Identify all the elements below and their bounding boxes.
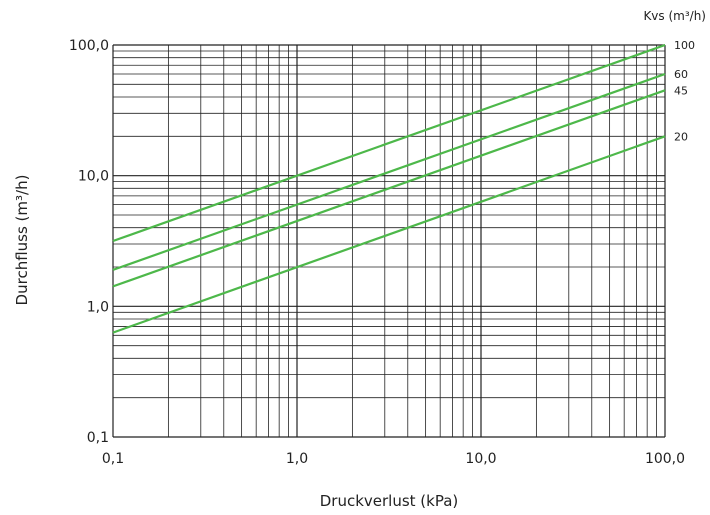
y-tick-label: 10,0 [78, 169, 109, 185]
series-label-kvs-20: 20 [674, 130, 688, 143]
y-axis-title: Durchfluss (m³/h) [13, 175, 31, 306]
legend-title: Kvs (m³/h) [643, 9, 706, 23]
series-line-kvs-45 [112, 89, 666, 288]
tick-labels: 0,1 1,0 10,0 100,0 0,1 1,0 10,0 100,0 [69, 38, 685, 467]
series-label-kvs-100: 100 [674, 39, 695, 52]
series-line-kvs-100 [112, 43, 666, 243]
series-label-kvs-45: 45 [674, 84, 688, 97]
x-tick-label: 0,1 [102, 451, 124, 467]
series-line-kvs-60 [112, 72, 666, 271]
x-tick-label: 10,0 [465, 451, 496, 467]
y-tick-label: 1,0 [87, 299, 109, 315]
x-tick-label: 1,0 [286, 451, 308, 467]
series-line-kvs-20 [112, 135, 666, 334]
series-labels: 100 60 45 20 [674, 39, 695, 143]
series-label-kvs-60: 60 [674, 68, 688, 81]
y-tick-label: 100,0 [69, 38, 109, 54]
x-axis-title: Druckverlust (kPa) [320, 492, 459, 510]
grid [112, 44, 666, 438]
series-lines [112, 43, 666, 334]
x-tick-label: 100,0 [645, 451, 685, 467]
y-tick-label: 0,1 [87, 430, 109, 446]
